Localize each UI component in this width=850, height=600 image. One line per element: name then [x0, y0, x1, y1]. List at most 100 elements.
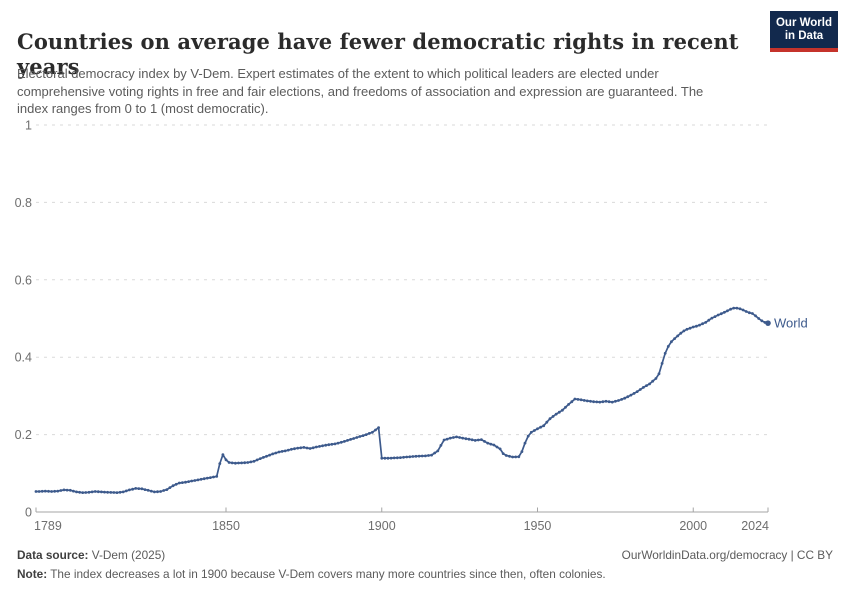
data-point [87, 490, 91, 494]
data-point [40, 489, 44, 493]
data-point [364, 433, 368, 436]
data-point [327, 443, 331, 447]
world-data-line[interactable] [34, 306, 771, 494]
data-point [367, 432, 371, 435]
data-point [65, 488, 69, 492]
data-point [395, 456, 399, 460]
data-point [336, 441, 340, 445]
data-point [377, 426, 380, 429]
data-point [448, 436, 452, 440]
data-point [103, 490, 106, 494]
data-point [414, 454, 418, 458]
data-point [685, 327, 689, 331]
data-point [548, 417, 552, 421]
data-point [561, 408, 564, 412]
data-point [511, 455, 514, 459]
chart-title: Countries on average have fewer democrat… [17, 29, 739, 80]
data-point [439, 444, 443, 447]
data-point [691, 325, 695, 329]
data-point [744, 310, 748, 313]
data-point [237, 461, 240, 465]
data-point [442, 438, 446, 442]
data-point [321, 444, 324, 448]
data-point [53, 489, 57, 493]
data-point [458, 436, 461, 439]
data-point [212, 475, 215, 479]
data-point [542, 424, 546, 428]
data-point [732, 306, 736, 310]
data-point [196, 478, 200, 482]
data-point [56, 489, 60, 493]
data-point [181, 481, 184, 484]
logo-text-line1: Our World [775, 16, 832, 29]
data-point [735, 306, 739, 310]
data-point [567, 403, 570, 406]
y-tick-label-0: 0 [25, 506, 32, 520]
data-point [614, 399, 617, 403]
data-point [595, 400, 599, 404]
data-point [165, 488, 169, 491]
data-point [246, 461, 250, 464]
x-tick-label-1850: 1850 [212, 519, 240, 533]
data-point [710, 316, 714, 320]
data-point [436, 449, 440, 453]
data-point [480, 438, 483, 441]
data-point [707, 318, 711, 322]
series-end-label-world[interactable]: World [774, 316, 808, 331]
owid-logo[interactable]: Our World in Data [770, 11, 838, 52]
owid-url-license-link[interactable]: OurWorldinData.org/democracy | CC BY [621, 548, 833, 562]
data-point [399, 456, 402, 459]
data-point [43, 489, 47, 493]
data-point [642, 386, 645, 389]
chart-subtitle: Electoral democracy index by V-Dem. Expe… [17, 66, 704, 116]
data-point [106, 490, 109, 494]
data-point [536, 427, 539, 431]
data-point [716, 313, 720, 317]
data-point [346, 439, 349, 442]
data-point [747, 311, 751, 315]
data-point [112, 491, 116, 494]
data-point [579, 398, 583, 402]
data-point [523, 441, 527, 445]
data-point [601, 400, 605, 404]
data-point [405, 455, 409, 459]
data-point [698, 323, 701, 327]
data-point [673, 337, 676, 340]
data-point [349, 438, 352, 441]
data-point [280, 450, 284, 453]
data-point [741, 308, 745, 312]
y-tick-label-0.8: 0.8 [15, 196, 32, 210]
data-point [218, 462, 222, 465]
data-point [666, 345, 670, 348]
x-axis [35, 507, 769, 513]
data-point [452, 436, 455, 439]
world-line[interactable] [35, 307, 769, 494]
data-point [495, 445, 499, 449]
data-point [184, 480, 187, 484]
data-point [190, 479, 194, 483]
data-point [386, 456, 390, 460]
data-point [234, 461, 237, 465]
data-point [149, 489, 153, 493]
data-point [168, 486, 172, 489]
data-source-label: Data source: [17, 548, 89, 562]
data-point [156, 490, 159, 494]
data-point [517, 455, 521, 459]
data-point [124, 489, 128, 493]
data-point [670, 340, 673, 344]
data-point [96, 490, 100, 494]
data-point [455, 435, 458, 439]
data-point [573, 397, 577, 401]
data-point [526, 434, 530, 438]
data-point [339, 440, 343, 444]
data-point [663, 351, 667, 355]
data-point [283, 449, 287, 453]
data-point [134, 487, 138, 490]
data-point [529, 430, 533, 434]
data-point [314, 445, 318, 449]
data-point [268, 453, 271, 457]
data-point [293, 447, 296, 451]
data-point [433, 451, 437, 455]
data-point [265, 454, 268, 458]
